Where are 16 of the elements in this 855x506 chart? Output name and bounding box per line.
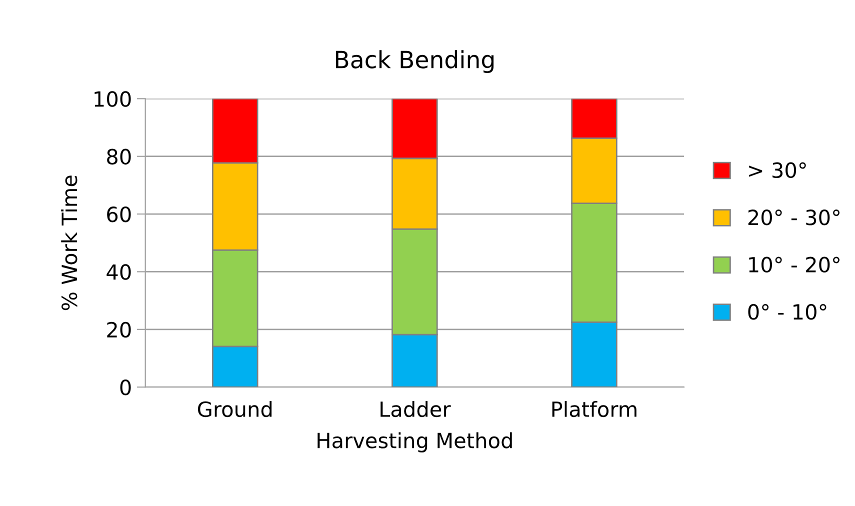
y-axis-title: % Work Time bbox=[61, 176, 78, 310]
x-tick-label: Ladder bbox=[380, 400, 451, 418]
x-tick-label: Platform bbox=[552, 400, 636, 418]
y-tick-label: 100 bbox=[94, 91, 131, 107]
legend-label: 0° - 10° bbox=[748, 304, 826, 320]
x-tick-label: Ground bbox=[198, 400, 272, 418]
y-tick-label: 40 bbox=[106, 264, 131, 280]
legend-label: > 30° bbox=[749, 162, 806, 178]
legend-label: 10° - 20° bbox=[749, 256, 840, 273]
y-tick-label: 80 bbox=[107, 148, 131, 165]
x-axis-title: Harvesting Method bbox=[318, 432, 512, 452]
y-tick-label: 60 bbox=[107, 206, 131, 222]
y-tick-label: 0 bbox=[120, 380, 131, 396]
chart-title: Back Bending bbox=[336, 50, 494, 74]
legend-label: 20° - 30° bbox=[748, 210, 840, 226]
y-tick-label: 20 bbox=[107, 322, 131, 338]
